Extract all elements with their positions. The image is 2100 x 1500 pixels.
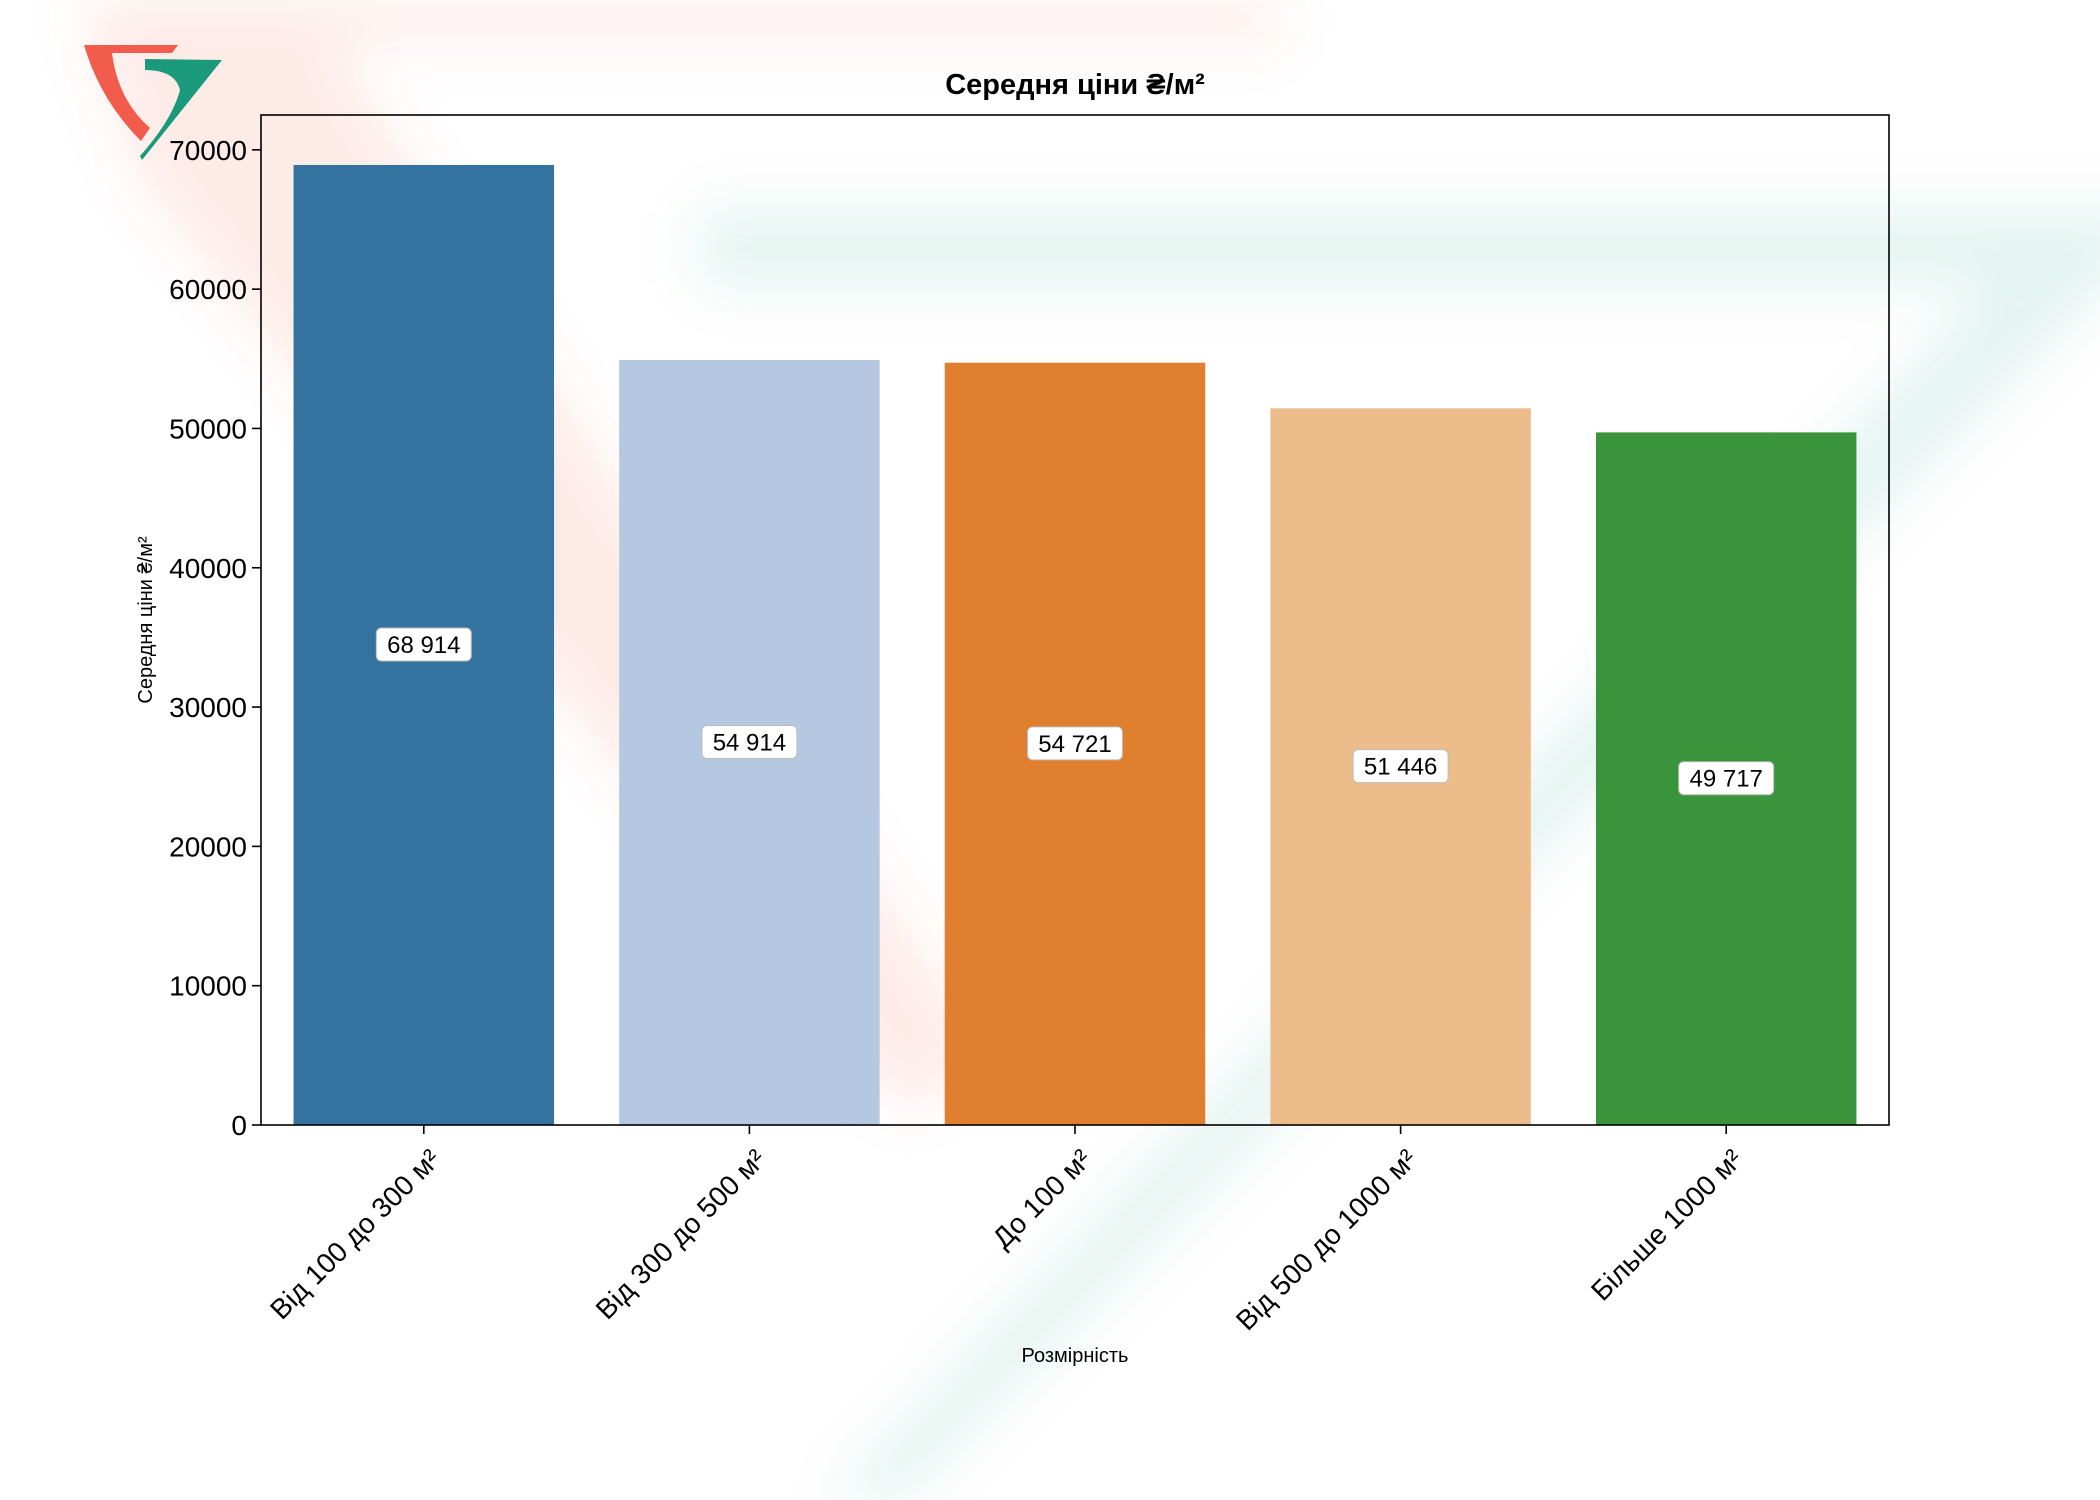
logo-red-swoosh [84, 45, 178, 141]
y-tick-label: 40000 [169, 553, 247, 584]
data-label-box [1678, 761, 1775, 796]
data-label-box [1352, 749, 1449, 784]
y-tick-label: 20000 [169, 831, 247, 862]
data-label: 49 717 [1689, 766, 1762, 793]
y-tick-label: 10000 [169, 971, 247, 1002]
plot-area: 0 10000 20000 30000 40000 50000 60000 70000 Від … [135, 69, 1890, 1367]
data-label-box [701, 724, 798, 759]
x-axis-label: Розмірність [1022, 1345, 1129, 1367]
data-label-box [375, 627, 472, 662]
y-tick-label: 60000 [169, 274, 247, 305]
watermark-green-shape [700, 210, 2100, 1500]
data-label: 54 914 [713, 729, 786, 756]
data-label-box [1027, 726, 1123, 761]
data-label: 54 721 [1038, 731, 1111, 758]
y-tick-label: 30000 [169, 692, 247, 723]
y-tick-label: 70000 [169, 135, 247, 166]
company-logo [84, 45, 222, 160]
logo-green-swoosh [140, 59, 222, 160]
data-label: 68 914 [387, 632, 460, 659]
x-tick-label: Більше 1000 м² [1585, 1143, 1748, 1306]
data-label: 51 446 [1364, 754, 1437, 781]
y-axis-label: Середня ціни ₴/м² [135, 536, 157, 704]
y-tick-label: 0 [231, 1110, 247, 1141]
chart-title: Середня ціни ₴/м² [945, 69, 1205, 101]
y-tick-label: 50000 [169, 413, 247, 444]
x-tick-label: Від 100 до 300 м² [264, 1143, 446, 1325]
x-tick-label: Від 300 до 500 м² [590, 1143, 772, 1325]
x-tick-label: Від 500 до 1000 м² [1230, 1143, 1423, 1336]
